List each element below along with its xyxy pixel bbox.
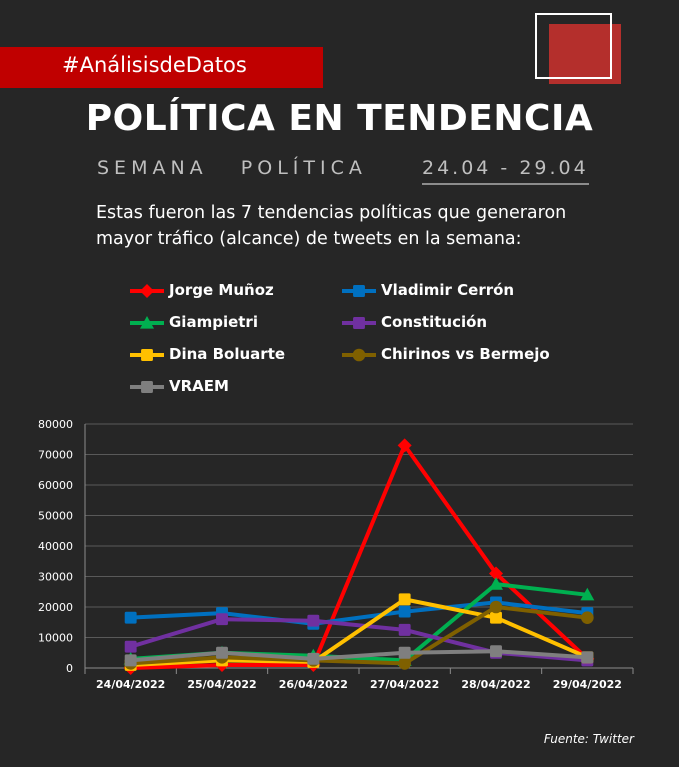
data-point <box>398 657 411 670</box>
x-tick-label: 26/04/2022 <box>279 678 348 691</box>
legend-label: Jorge Muñoz <box>169 281 274 299</box>
series-line <box>130 649 588 663</box>
legend-swatch <box>130 284 164 298</box>
data-point <box>124 654 137 667</box>
series-vraem <box>124 645 594 667</box>
data-point <box>581 651 594 664</box>
data-point <box>124 611 137 624</box>
data-point <box>397 438 412 453</box>
legend-swatch <box>342 285 376 297</box>
data-point <box>124 640 137 653</box>
legend-swatch <box>130 316 164 329</box>
legend-marker <box>140 284 154 298</box>
legend-label: Giampietri <box>169 313 258 331</box>
data-point <box>490 611 502 624</box>
y-tick-label: 70000 <box>38 449 73 462</box>
source-note: Fuente: Twitter <box>543 732 634 746</box>
data-point <box>398 623 411 636</box>
data-point <box>216 646 228 659</box>
legend-marker <box>140 316 154 329</box>
y-tick-label: 60000 <box>38 479 73 492</box>
series-line <box>130 443 589 670</box>
data-point <box>490 645 502 658</box>
data-point <box>398 605 411 618</box>
y-tick-label: 10000 <box>38 632 73 645</box>
page-title: POLÍTICA EN TENDENCIA <box>85 98 594 139</box>
legend-marker <box>353 285 365 297</box>
data-point <box>489 566 503 581</box>
series-line <box>130 600 588 626</box>
x-tick-label: 27/04/2022 <box>370 678 439 691</box>
series-line <box>130 597 589 667</box>
y-tick-label: 50000 <box>38 510 73 523</box>
y-tick-label: 80000 <box>38 418 73 431</box>
legend-swatch <box>342 348 376 362</box>
decorative-red-square <box>549 24 621 84</box>
series-line <box>130 605 588 666</box>
legend-label: Vladimir Cerrón <box>381 281 515 299</box>
x-tick-label: 25/04/2022 <box>187 678 256 691</box>
legend-marker <box>352 348 366 362</box>
data-point <box>489 577 503 590</box>
x-tick-label: 29/04/2022 <box>553 678 622 691</box>
hashtag-banner: #AnálisisdeDatos <box>0 47 323 88</box>
intro-text: Estas fueron las 7 tendencias políticas … <box>96 203 567 249</box>
legend-label: VRAEM <box>169 377 229 395</box>
legend-marker <box>353 317 365 329</box>
x-tick-label: 24/04/2022 <box>96 678 165 691</box>
hashtag-text: #AnálisisdeDatos <box>62 53 247 77</box>
date-range: 24.04 - 29.04 <box>422 157 589 185</box>
data-point <box>307 652 320 665</box>
line-chart: 80000 70000 60000 50000 40000 30000 20000 10000… <box>38 418 634 691</box>
legend-marker <box>141 349 153 361</box>
legend-swatch <box>342 317 376 329</box>
data-point <box>398 593 411 606</box>
y-tick-label: 20000 <box>38 601 73 614</box>
x-tick-label: 28/04/2022 <box>461 678 530 691</box>
page-subtitle: SEMANA POLÍTICA <box>97 157 367 179</box>
y-tick-label: 30000 <box>38 571 73 584</box>
legend-label: Dina Boluarte <box>169 345 286 363</box>
y-tick-label: 0 <box>66 662 73 675</box>
data-point <box>307 614 320 627</box>
legend-marker <box>141 381 153 393</box>
decorative-outline-square <box>535 13 612 79</box>
series-jorge-mu-oz <box>123 438 595 675</box>
data-point <box>398 646 411 659</box>
y-tick-label: 40000 <box>38 540 73 553</box>
data-point <box>581 611 594 624</box>
data-point <box>216 613 228 626</box>
legend-label: Chirinos vs Bermejo <box>381 345 550 363</box>
data-point <box>489 600 503 614</box>
legend-label: Constitución <box>381 313 488 331</box>
legend-swatch <box>130 381 164 393</box>
legend-swatch <box>130 349 164 361</box>
data-point <box>580 587 595 601</box>
